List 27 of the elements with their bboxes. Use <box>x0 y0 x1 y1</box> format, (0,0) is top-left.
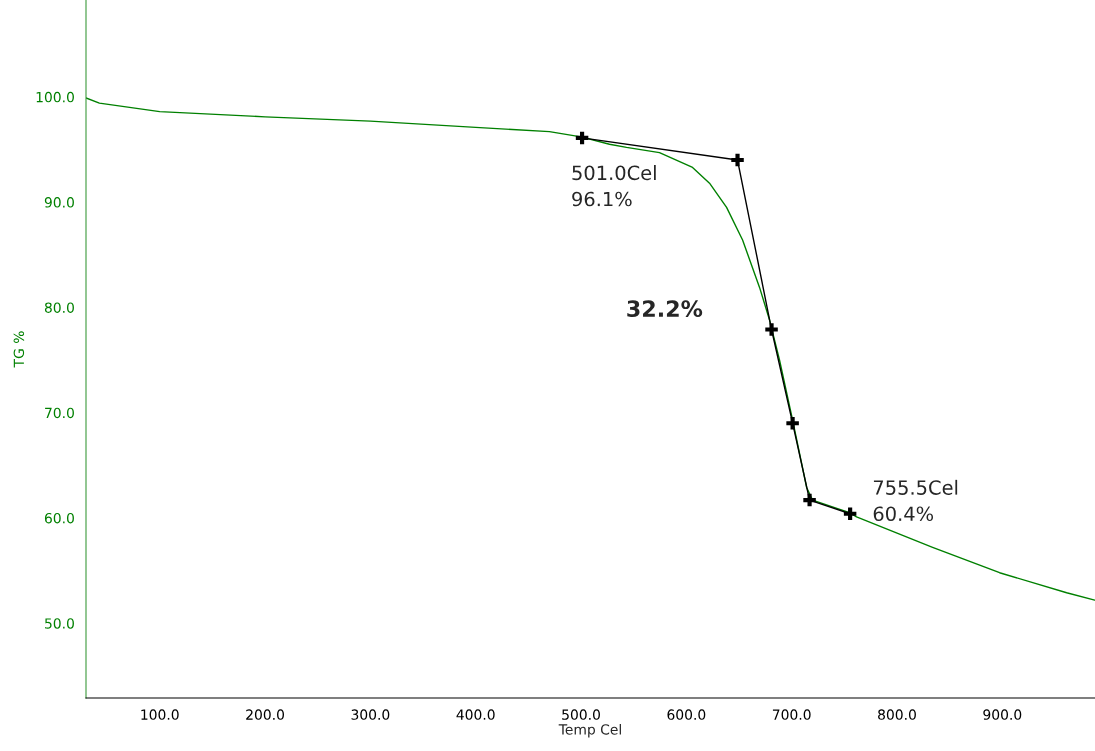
x-axis-title: Temp Cel <box>558 723 621 738</box>
x-tick-label: 100.0 <box>141 709 179 720</box>
y-tick-label: 60.0 <box>44 512 74 524</box>
point <box>803 493 816 507</box>
annotation: 755.5Cel 60.4% <box>873 479 958 522</box>
y-tick-label: 70.0 <box>45 407 74 419</box>
x-tick-label: 300.0 <box>351 709 390 720</box>
y-tick-label: 50.0 <box>45 618 74 629</box>
point <box>731 153 744 167</box>
x-tick-label: 600.0 <box>667 709 706 720</box>
x-tick-label: 200.0 <box>246 709 285 720</box>
point <box>575 131 589 145</box>
annotation: 32.2% <box>627 300 703 318</box>
point <box>786 416 799 430</box>
point <box>843 507 857 521</box>
x-tick-label: 800.0 <box>878 709 916 720</box>
annotation: 501.0Cel 96.1% <box>572 165 656 207</box>
y-tick-label: 80.0 <box>44 302 74 313</box>
x-tick-label: 400.0 <box>456 709 495 720</box>
point <box>765 323 778 336</box>
y-axis-title: TG % <box>13 331 25 368</box>
y-tick-label: 100.0 <box>36 91 74 103</box>
line-series <box>86 97 1095 601</box>
y-tick-label: 90.0 <box>44 197 74 208</box>
x-tick-label: 700.0 <box>772 709 811 720</box>
x-tick-label: 500.0 <box>562 709 600 720</box>
x-tick-label: 900.0 <box>983 709 1022 720</box>
